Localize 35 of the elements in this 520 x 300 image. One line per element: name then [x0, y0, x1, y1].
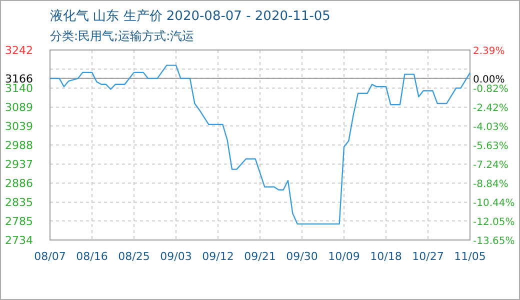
x-tick-label: 08/07 — [34, 250, 66, 263]
y2-tick-label: -7.24% — [473, 160, 508, 172]
x-tick-label: 10/09 — [328, 250, 360, 263]
y2-tick-label: -10.44% — [473, 198, 515, 209]
y2-tick-label: -0.82% — [473, 84, 508, 96]
chart-subtitle: 分类:民用气;运输方式:汽运 — [50, 29, 194, 43]
x-tick-label: 10/18 — [370, 250, 402, 263]
y2-tick-label: -2.42% — [473, 102, 508, 114]
y-tick-label: 2785 — [5, 214, 33, 228]
y-tick-label: 2937 — [5, 158, 33, 172]
x-tick-label: 08/16 — [76, 250, 108, 263]
y-tick-label: 3242 — [5, 44, 33, 57]
y-tick-label: 2835 — [5, 196, 33, 210]
x-tick-label: 11/05 — [454, 250, 486, 263]
y2-tick-label: -12.05% — [473, 217, 515, 228]
y-tick-label: 2988 — [5, 139, 33, 152]
x-tick-label: 09/21 — [244, 250, 276, 263]
y-tick-label: 2886 — [5, 177, 33, 190]
x-tick-label: 09/03 — [160, 250, 192, 263]
x-tick-label: 10/27 — [412, 250, 444, 263]
y-tick-label: 3140 — [5, 82, 33, 96]
line-series — [49, 64, 471, 225]
y-tick-label: 3089 — [5, 101, 33, 114]
y2-tick-label: 0.00% — [473, 74, 505, 86]
x-tick-label: 08/25 — [118, 250, 150, 263]
chart-title: 液化气 山东 生产价 2020-08-07 - 2020-11-05 — [50, 9, 330, 24]
y2-tick-label: -5.63% — [473, 141, 508, 152]
x-tick-label: 09/30 — [286, 250, 318, 263]
y2-tick-label: -13.65% — [473, 236, 515, 247]
y2-tick-label: -8.84% — [473, 179, 508, 190]
y-tick-label: 3039 — [5, 120, 33, 133]
y-tick-label: 2734 — [5, 234, 33, 247]
y2-tick-label: -4.03% — [473, 122, 508, 134]
x-tick-label: 09/12 — [202, 250, 234, 263]
y2-tick-label: 2.39% — [473, 46, 505, 57]
